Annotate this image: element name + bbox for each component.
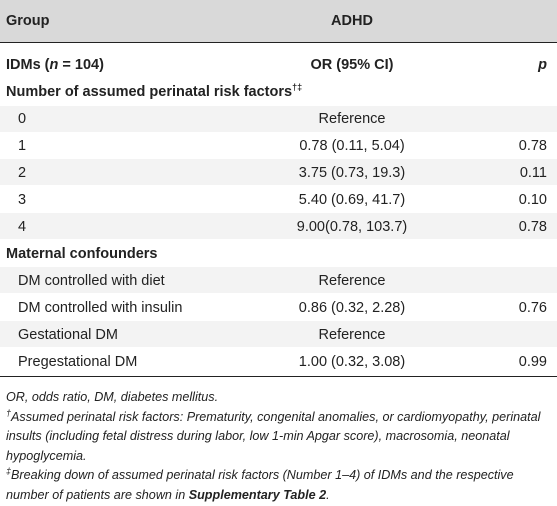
risk-row-p: 0.11	[519, 165, 547, 181]
risk-row-or: 9.00(0.78, 103.7)	[296, 219, 408, 235]
risk-row-label: 4	[18, 219, 27, 235]
risk-row-p: 0.78	[518, 138, 547, 154]
supplementary-table-link[interactable]: Supplementary Table 2	[188, 487, 327, 502]
maternal-row-or: 0.86 (0.32, 2.28)	[298, 300, 406, 316]
table-footnotes: OR, odds ratio, DM, diabetes mellitus. †…	[6, 388, 554, 505]
risk-row-label: 1	[18, 138, 27, 154]
maternal-row-label: Pregestational DM	[18, 354, 138, 370]
table-bottom-rule	[0, 376, 557, 377]
risk-row-label: 2	[18, 165, 27, 181]
risk-row-label: 3	[18, 192, 27, 208]
header-divider	[0, 42, 557, 43]
maternal-row-p: 0.76	[518, 300, 547, 316]
risk-row-p: 0.10	[518, 192, 547, 208]
risk-row-or: 0.78 (0.11, 5.04)	[299, 138, 405, 154]
cohort-label: IDMs (n = 104)	[6, 57, 104, 73]
row-shade	[0, 213, 557, 239]
double-dagger-note: ‡Breaking down of assumed perinatal risk…	[6, 465, 514, 502]
risk-factors-section-title: Number of assumed perinatal risk factors…	[6, 82, 303, 100]
abbreviations-note: OR, odds ratio, DM, diabetes mellitus.	[6, 390, 219, 404]
table-header	[0, 0, 557, 42]
row-shade	[0, 267, 557, 293]
risk-row-or: 5.40 (0.69, 41.7)	[298, 192, 406, 208]
or-column-header: OR (95% CI)	[310, 57, 394, 73]
adhd-header: ADHD	[331, 13, 373, 29]
maternal-row-label: DM controlled with diet	[18, 273, 165, 289]
maternal-row-or: Reference	[318, 327, 386, 343]
dagger-note: †Assumed perinatal risk factors: Prematu…	[6, 407, 541, 463]
maternal-row-label: DM controlled with insulin	[18, 300, 183, 316]
risk-row-or: Reference	[318, 111, 386, 127]
group-header: Group	[6, 13, 50, 29]
maternal-row-p: 0.99	[518, 354, 547, 370]
row-shade	[0, 159, 557, 185]
risk-row-p: 0.78	[518, 219, 547, 235]
p-column-header: p	[538, 57, 547, 73]
risk-row-or: 3.75 (0.73, 19.3)	[298, 165, 406, 181]
maternal-section-title: Maternal confounders	[6, 246, 158, 262]
row-shade	[0, 106, 557, 132]
maternal-row-or: Reference	[318, 273, 386, 289]
risk-row-label: 0	[18, 111, 27, 127]
maternal-row-or: 1.00 (0.32, 3.08)	[298, 354, 406, 370]
maternal-row-label: Gestational DM	[18, 327, 118, 343]
row-shade	[0, 321, 557, 347]
